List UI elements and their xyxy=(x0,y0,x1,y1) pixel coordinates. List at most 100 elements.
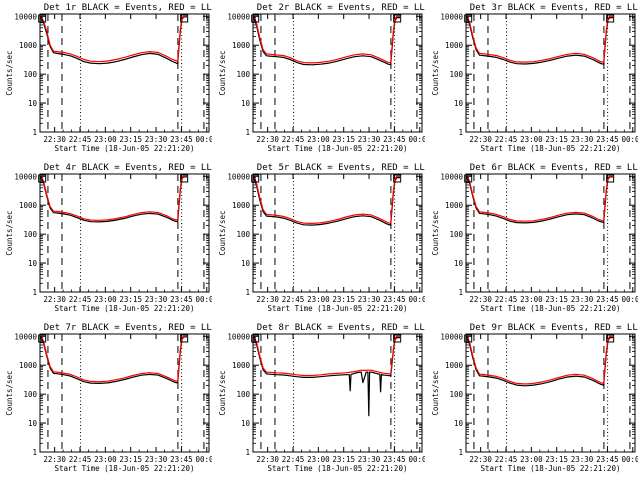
y-tick-label: 1000 xyxy=(232,361,251,370)
x-tick-label: 22:45 xyxy=(282,455,305,464)
x-tick-label: 23:00 xyxy=(94,295,117,304)
marker-box xyxy=(251,14,260,23)
series-lld xyxy=(40,335,187,383)
x-tick-label: 23:15 xyxy=(545,455,568,464)
y-tick-label: 10 xyxy=(241,259,251,268)
x-axis-label: Start Time (18-Jun-05 22:21:20) xyxy=(268,464,408,473)
x-tick-label: 23:15 xyxy=(332,455,355,464)
y-tick-label: 10000 xyxy=(440,12,463,21)
marker-box xyxy=(464,174,473,183)
x-tick-label: 22:30 xyxy=(256,135,279,144)
y-tick-label: 100 xyxy=(449,390,463,399)
x-tick-label: 23:45 xyxy=(383,455,406,464)
x-tick-label: 00:00 xyxy=(621,455,638,464)
detector-panel: Det 9r BLACK = Events, RED = LLD 1 10 100 10… xyxy=(431,323,638,473)
series-events xyxy=(253,337,400,417)
marker-box xyxy=(606,174,615,183)
marker-box xyxy=(180,174,189,183)
panel-title: Det 6r BLACK = Events, RED = LLD xyxy=(470,163,638,173)
x-tick-label: 22:30 xyxy=(43,135,66,144)
y-tick-label: 10000 xyxy=(14,172,37,181)
x-tick-label: 22:30 xyxy=(469,135,492,144)
panel-title: Det 8r BLACK = Events, RED = LLD xyxy=(257,323,425,333)
axes-frame xyxy=(252,173,423,293)
series-lld xyxy=(466,15,613,64)
marker-box xyxy=(38,14,47,23)
x-tick-label: 23:15 xyxy=(119,135,142,144)
x-tick-label: 23:30 xyxy=(145,135,168,144)
marker-box xyxy=(38,174,47,183)
y-tick-label: 1000 xyxy=(232,201,251,210)
detector-panel: Det 8r BLACK = Events, RED = LLD 1 10 100 10… xyxy=(218,323,425,473)
y-tick-label: 1000 xyxy=(19,201,38,210)
y-axis-label: Counts/sec xyxy=(431,370,440,415)
series-lld xyxy=(40,15,187,63)
panel-title: Det 5r BLACK = Events, RED = LLD xyxy=(257,163,425,173)
y-axis-label: Counts/sec xyxy=(218,210,227,255)
y-tick-label: 100 xyxy=(236,70,250,79)
panel-title: Det 3r BLACK = Events, RED = LLD xyxy=(470,3,638,13)
x-tick-label: 00:00 xyxy=(408,455,425,464)
y-tick-label: 1000 xyxy=(445,361,464,370)
marker-box xyxy=(393,174,402,183)
series-lld xyxy=(253,335,400,377)
x-tick-label: 23:15 xyxy=(119,455,142,464)
x-tick-label: 22:45 xyxy=(495,455,518,464)
x-tick-label: 23:30 xyxy=(358,135,381,144)
y-tick-label: 10 xyxy=(28,99,38,108)
series-events xyxy=(40,16,187,65)
detector-panel: Det 6r BLACK = Events, RED = LLD 1 10 100 10… xyxy=(431,163,638,313)
panel-title: Det 9r BLACK = Events, RED = LLD xyxy=(470,323,638,333)
y-tick-label: 100 xyxy=(23,230,37,239)
y-axis-label: Counts/sec xyxy=(431,50,440,95)
axes-frame xyxy=(252,333,423,453)
x-tick-label: 22:45 xyxy=(69,295,92,304)
x-tick-label: 23:15 xyxy=(332,295,355,304)
y-tick-label: 10000 xyxy=(440,172,463,181)
x-tick-label: 00:00 xyxy=(408,295,425,304)
x-tick-label: 22:45 xyxy=(69,135,92,144)
series-lld xyxy=(40,175,187,221)
x-axis-label: Start Time (18-Jun-05 22:21:20) xyxy=(481,144,621,153)
x-tick-label: 23:00 xyxy=(94,455,117,464)
x-tick-label: 23:00 xyxy=(307,135,330,144)
y-axis-label: Counts/sec xyxy=(5,210,14,255)
y-tick-label: 1 xyxy=(245,288,250,297)
marker-box xyxy=(180,14,189,23)
marker-box xyxy=(251,334,260,343)
panel-title: Det 4r BLACK = Events, RED = LLD xyxy=(44,163,212,173)
series-events xyxy=(466,337,613,387)
detector-panel: Det 7r BLACK = Events, RED = LLD 1 10 100 10… xyxy=(5,323,212,473)
y-tick-label: 100 xyxy=(236,230,250,239)
x-tick-label: 22:45 xyxy=(495,135,518,144)
x-tick-label: 23:00 xyxy=(94,135,117,144)
x-tick-label: 23:00 xyxy=(520,455,543,464)
x-axis-label: Start Time (18-Jun-05 22:21:20) xyxy=(481,304,621,313)
panel-title: Det 2r BLACK = Events, RED = LLD xyxy=(257,3,425,13)
x-tick-label: 23:45 xyxy=(596,135,619,144)
series-lld xyxy=(466,175,613,222)
marker-box xyxy=(38,334,47,343)
x-axis-label: Start Time (18-Jun-05 22:21:20) xyxy=(55,304,195,313)
y-axis-label: Counts/sec xyxy=(5,370,14,415)
x-tick-label: 23:30 xyxy=(358,295,381,304)
y-tick-label: 100 xyxy=(449,70,463,79)
x-tick-label: 23:30 xyxy=(571,455,594,464)
x-tick-label: 22:45 xyxy=(495,295,518,304)
y-tick-label: 1 xyxy=(32,448,37,457)
y-tick-label: 1000 xyxy=(19,361,38,370)
y-tick-label: 1000 xyxy=(232,41,251,50)
x-tick-label: 22:30 xyxy=(256,455,279,464)
y-axis-label: Counts/sec xyxy=(218,50,227,95)
marker-box xyxy=(393,14,402,23)
x-tick-label: 23:45 xyxy=(170,455,193,464)
x-tick-label: 22:45 xyxy=(282,135,305,144)
y-tick-label: 10 xyxy=(454,419,464,428)
x-axis-label: Start Time (18-Jun-05 22:21:20) xyxy=(268,144,408,153)
x-tick-label: 23:30 xyxy=(571,135,594,144)
x-tick-label: 23:00 xyxy=(307,455,330,464)
x-axis-label: Start Time (18-Jun-05 22:21:20) xyxy=(481,464,621,473)
series-lld xyxy=(253,15,400,64)
marker-box xyxy=(464,14,473,23)
y-tick-label: 1 xyxy=(32,288,37,297)
